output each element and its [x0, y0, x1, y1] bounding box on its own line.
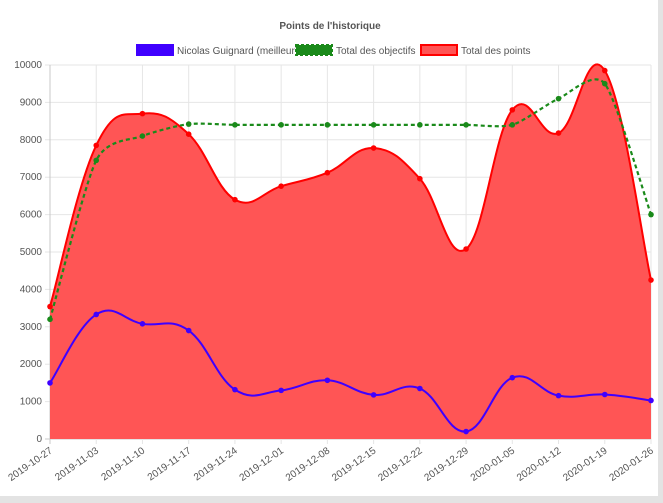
- total-goals-point: [555, 95, 562, 102]
- best-player-point: [601, 391, 608, 398]
- y-tick-label: 9000: [20, 97, 43, 108]
- best-player-point: [278, 387, 284, 394]
- y-tick-label: 2000: [20, 359, 43, 370]
- total-points-point: [463, 246, 469, 252]
- total-goals-point: [185, 121, 192, 127]
- x-tick-label: 2020-01-05: [469, 445, 518, 484]
- x-tick-label: 2019-11-24: [192, 445, 240, 483]
- y-tick-label: 3000: [20, 322, 43, 333]
- total-goals-point: [417, 122, 423, 128]
- total-points-point: [555, 130, 562, 136]
- total-goals-point: [93, 157, 100, 164]
- total-goals-point: [648, 211, 654, 218]
- chart-title: Points de l'historique: [279, 21, 381, 32]
- panel-border-right: [658, 0, 663, 503]
- x-tick-label: 2019-12-08: [284, 445, 333, 484]
- best-player-point: [47, 380, 53, 386]
- total-points-point: [509, 107, 516, 113]
- chart-legend: Nicolas Guignard (meilleur) Total des obj…: [136, 44, 531, 57]
- total-goals-point: [47, 316, 53, 323]
- legend-label: Nicolas Guignard (meilleur): [177, 46, 298, 57]
- best-player-point: [509, 374, 516, 381]
- y-tick-label: 0: [36, 434, 42, 445]
- best-player-point: [93, 311, 100, 318]
- x-tick-label: 2020-01-26: [608, 445, 657, 484]
- total-points-point: [324, 169, 331, 176]
- best-player-point: [555, 392, 562, 399]
- x-tick-label: 2020-01-12: [515, 445, 564, 484]
- best-player-point: [370, 392, 377, 398]
- best-player-point: [324, 377, 331, 384]
- y-tick-label: 6000: [20, 210, 43, 221]
- total-points-area: [50, 64, 651, 440]
- legend-label: Total des objectifs: [336, 46, 416, 57]
- total-points-point: [278, 183, 284, 189]
- x-tick-label: 2019-12-29: [423, 445, 472, 484]
- total-points-point: [47, 303, 53, 310]
- x-axis-labels: 2019-10-272019-11-032019-11-102019-11-17…: [7, 445, 657, 484]
- x-tick-label: 2020-01-19: [561, 445, 610, 484]
- total-goals-point: [463, 122, 469, 128]
- panel-border-bottom: [0, 496, 663, 503]
- total-goals-point: [139, 133, 146, 139]
- legend-total-points: Total des points: [420, 44, 531, 57]
- total-points-point: [648, 277, 654, 283]
- best-player-point: [185, 327, 192, 334]
- x-tick-label: 2019-12-15: [330, 445, 379, 484]
- best-player-point: [417, 385, 423, 392]
- legend-total-goals: Total des objectifs: [295, 44, 416, 57]
- legend-label: Total des points: [461, 46, 531, 57]
- y-tick-label: 7000: [20, 172, 43, 183]
- total-points-point: [370, 145, 377, 151]
- total-goals-point: [232, 122, 238, 128]
- legend-swatch: [420, 44, 458, 56]
- total-points-point: [417, 175, 423, 182]
- total-points-point: [139, 110, 146, 117]
- legend-best-player: Nicolas Guignard (meilleur): [136, 44, 298, 57]
- y-axis-labels: 0 1000 2000 3000 4000 5000 6000 7000 8000 9000 100…: [14, 60, 42, 445]
- best-player-point: [232, 386, 238, 393]
- y-tick-label: 5000: [20, 247, 43, 258]
- x-tick-label: 2019-11-10: [100, 445, 148, 483]
- y-tick-label: 10000: [14, 60, 42, 71]
- y-tick-label: 4000: [20, 284, 43, 295]
- total-points-point: [232, 196, 238, 203]
- total-goals-point: [324, 122, 331, 128]
- total-goals-point: [370, 122, 377, 128]
- legend-swatch: [295, 44, 333, 56]
- y-tick-label: 8000: [20, 135, 43, 146]
- x-tick-label: 2019-12-01: [238, 445, 287, 484]
- total-points-point: [185, 131, 192, 137]
- x-tick-label: 2019-11-03: [53, 445, 101, 483]
- total-points-point: [601, 67, 608, 74]
- chart-series: [47, 63, 654, 440]
- x-tick-label: 2019-11-17: [146, 445, 194, 483]
- total-points-point: [93, 142, 100, 149]
- best-player-point: [648, 397, 654, 404]
- total-goals-point: [509, 122, 516, 128]
- total-goals-point: [278, 122, 284, 128]
- legend-swatch: [136, 44, 174, 56]
- best-player-point: [463, 428, 469, 435]
- y-tick-label: 1000: [20, 397, 43, 408]
- x-tick-label: 2019-12-22: [376, 445, 425, 484]
- best-player-point: [139, 321, 146, 327]
- total-goals-point: [601, 80, 608, 87]
- x-tick-label: 2019-10-27: [7, 445, 56, 484]
